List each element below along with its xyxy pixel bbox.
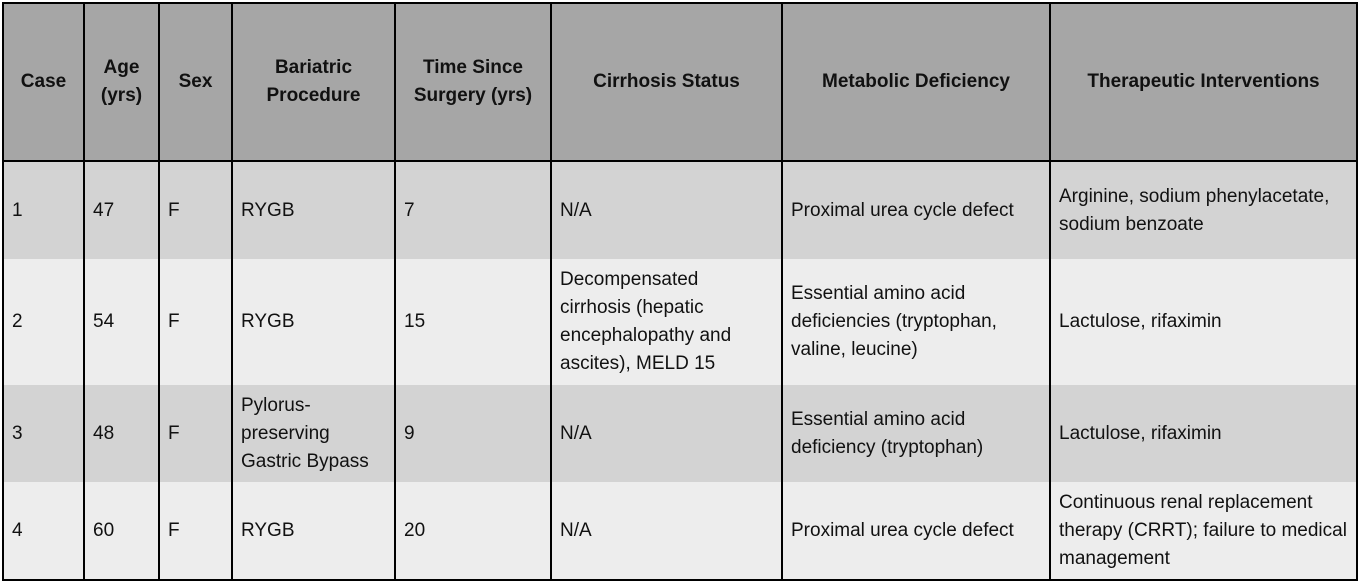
header-sex: Sex: [158, 3, 233, 161]
cell-procedure: RYGB: [231, 482, 396, 580]
cell-procedure: RYGB: [231, 161, 396, 259]
cell-interventions: Lactulose, rifaximin: [1049, 385, 1358, 482]
cell-time-since-surgery: 7: [394, 161, 552, 259]
cell-age: 54: [83, 259, 160, 385]
header-therapeutic-interventions: Therapeutic Interventions: [1049, 3, 1358, 161]
cell-cirrhosis-status: Decompensated cirrhosis (hepatic encepha…: [550, 259, 783, 385]
header-time-since-surgery: Time Since Surgery (yrs): [394, 3, 552, 161]
cell-procedure: Pylorus-preserving Gastric Bypass: [231, 385, 396, 482]
table-row: 2 54 F RYGB 15 Decompensated cirrhosis (…: [2, 259, 1358, 385]
cell-case: 1: [2, 161, 85, 259]
cell-age: 60: [83, 482, 160, 580]
cell-case: 2: [2, 259, 85, 385]
cell-procedure: RYGB: [231, 259, 396, 385]
cell-sex: F: [158, 385, 233, 482]
cell-metabolic-deficiency: Essential amino acid deficiency (tryptop…: [781, 385, 1051, 482]
header-case: Case: [2, 3, 85, 161]
cell-interventions: Lactulose, rifaximin: [1049, 259, 1358, 385]
cell-sex: F: [158, 161, 233, 259]
cell-time-since-surgery: 15: [394, 259, 552, 385]
cell-interventions: Arginine, sodium phenylacetate, sodium b…: [1049, 161, 1358, 259]
cell-time-since-surgery: 20: [394, 482, 552, 580]
cell-metabolic-deficiency: Proximal urea cycle defect: [781, 482, 1051, 580]
cell-age: 48: [83, 385, 160, 482]
header-procedure: Bariatric Procedure: [231, 3, 396, 161]
cell-case: 4: [2, 482, 85, 580]
cell-cirrhosis-status: N/A: [550, 482, 783, 580]
cell-metabolic-deficiency: Essential amino acid deficiencies (trypt…: [781, 259, 1051, 385]
cell-cirrhosis-status: N/A: [550, 385, 783, 482]
header-row: Case Age (yrs) Sex Bariatric Procedure T…: [2, 3, 1358, 161]
table-row: 1 47 F RYGB 7 N/A Proximal urea cycle de…: [2, 161, 1358, 259]
table-row: 4 60 F RYGB 20 N/A Proximal urea cycle d…: [2, 482, 1358, 580]
cell-sex: F: [158, 259, 233, 385]
header-cirrhosis-status: Cirrhosis Status: [550, 3, 783, 161]
cell-age: 47: [83, 161, 160, 259]
cell-cirrhosis-status: N/A: [550, 161, 783, 259]
cell-time-since-surgery: 9: [394, 385, 552, 482]
cell-metabolic-deficiency: Proximal urea cycle defect: [781, 161, 1051, 259]
table-row: 3 48 F Pylorus-preserving Gastric Bypass…: [2, 385, 1358, 482]
cell-interventions: Continuous renal replacement therapy (CR…: [1049, 482, 1358, 580]
header-age: Age (yrs): [83, 3, 160, 161]
cell-case: 3: [2, 385, 85, 482]
header-metabolic-deficiency: Metabolic Deficiency: [781, 3, 1051, 161]
cell-sex: F: [158, 482, 233, 580]
